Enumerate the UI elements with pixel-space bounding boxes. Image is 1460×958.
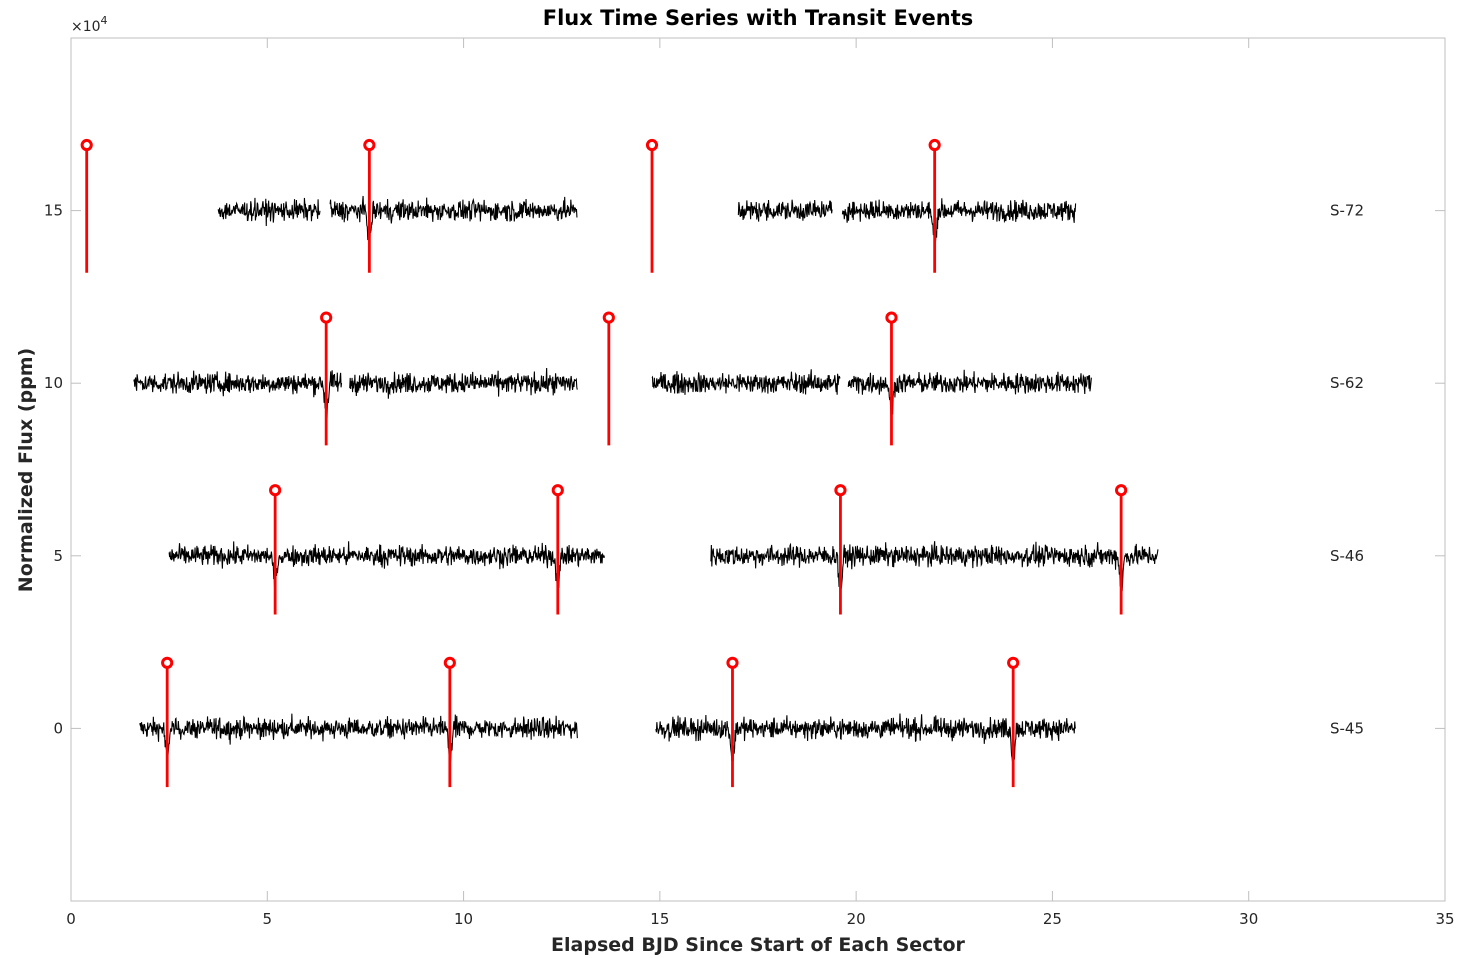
series-s-62: S-62 xyxy=(133,311,1364,446)
transit-marker xyxy=(834,484,847,497)
sector-label: S-45 xyxy=(1330,719,1364,737)
sector-label: S-72 xyxy=(1330,202,1364,220)
transit-marker xyxy=(80,138,93,152)
transit-marker xyxy=(726,656,739,669)
transit-marker xyxy=(443,656,456,669)
transit-marker xyxy=(1007,656,1020,669)
flux-line xyxy=(217,197,321,226)
flux-line xyxy=(329,195,578,248)
flux-line xyxy=(847,369,1092,421)
sector-label: S-62 xyxy=(1330,374,1364,392)
flux-line xyxy=(168,541,605,604)
y-tick-label: 15 xyxy=(44,202,63,220)
y-axis-label: Normalized Flux (ppm) xyxy=(15,348,37,592)
series-s-72: S-72 xyxy=(80,138,1364,273)
y-tick-label: 5 xyxy=(53,547,63,565)
y-exponent-label: ×104 xyxy=(71,14,108,35)
axis-ticks: 0 5 10 15 20 25 30 35 0 5 10 15 xyxy=(44,38,1455,928)
flux-line xyxy=(349,367,578,399)
series-s-45: S-45 xyxy=(139,656,1364,788)
flux-line xyxy=(737,199,833,222)
y-tick-label: 10 xyxy=(44,374,63,392)
flux-line xyxy=(710,541,1159,595)
flux-line xyxy=(139,713,578,769)
transit-marker xyxy=(363,138,376,152)
y-tick-label: 0 xyxy=(53,719,63,737)
x-tick-label: 35 xyxy=(1435,910,1454,928)
flux-line xyxy=(651,369,841,395)
transit-marker xyxy=(645,138,659,152)
chart-title: Flux Time Series with Transit Events xyxy=(543,6,974,30)
x-axis-label: Elapsed BJD Since Start of Each Sector xyxy=(551,934,966,956)
transit-marker xyxy=(885,311,898,324)
flux-line xyxy=(133,370,343,422)
plot-area xyxy=(70,37,1446,902)
x-tick-label: 5 xyxy=(263,910,273,928)
transit-marker xyxy=(551,484,564,497)
transit-marker xyxy=(320,311,333,324)
x-tick-label: 25 xyxy=(1043,910,1062,928)
series-s-46: S-46 xyxy=(168,484,1364,615)
sector-label: S-46 xyxy=(1330,547,1364,565)
transit-marker xyxy=(602,311,615,324)
x-tick-label: 0 xyxy=(66,910,76,928)
flux-line xyxy=(655,713,1077,762)
transit-marker xyxy=(161,656,174,669)
transit-marker xyxy=(1115,484,1128,497)
data-layer: S-45 S-46 S-62 S-72 xyxy=(80,138,1364,788)
transit-marker xyxy=(269,484,282,497)
x-tick-label: 20 xyxy=(847,910,866,928)
x-tick-label: 30 xyxy=(1239,910,1258,928)
flux-line xyxy=(841,198,1077,246)
y-exponent-power: 4 xyxy=(101,14,108,27)
x-tick-label: 15 xyxy=(650,910,669,928)
x-tick-label: 10 xyxy=(454,910,473,928)
transit-marker xyxy=(928,138,941,152)
